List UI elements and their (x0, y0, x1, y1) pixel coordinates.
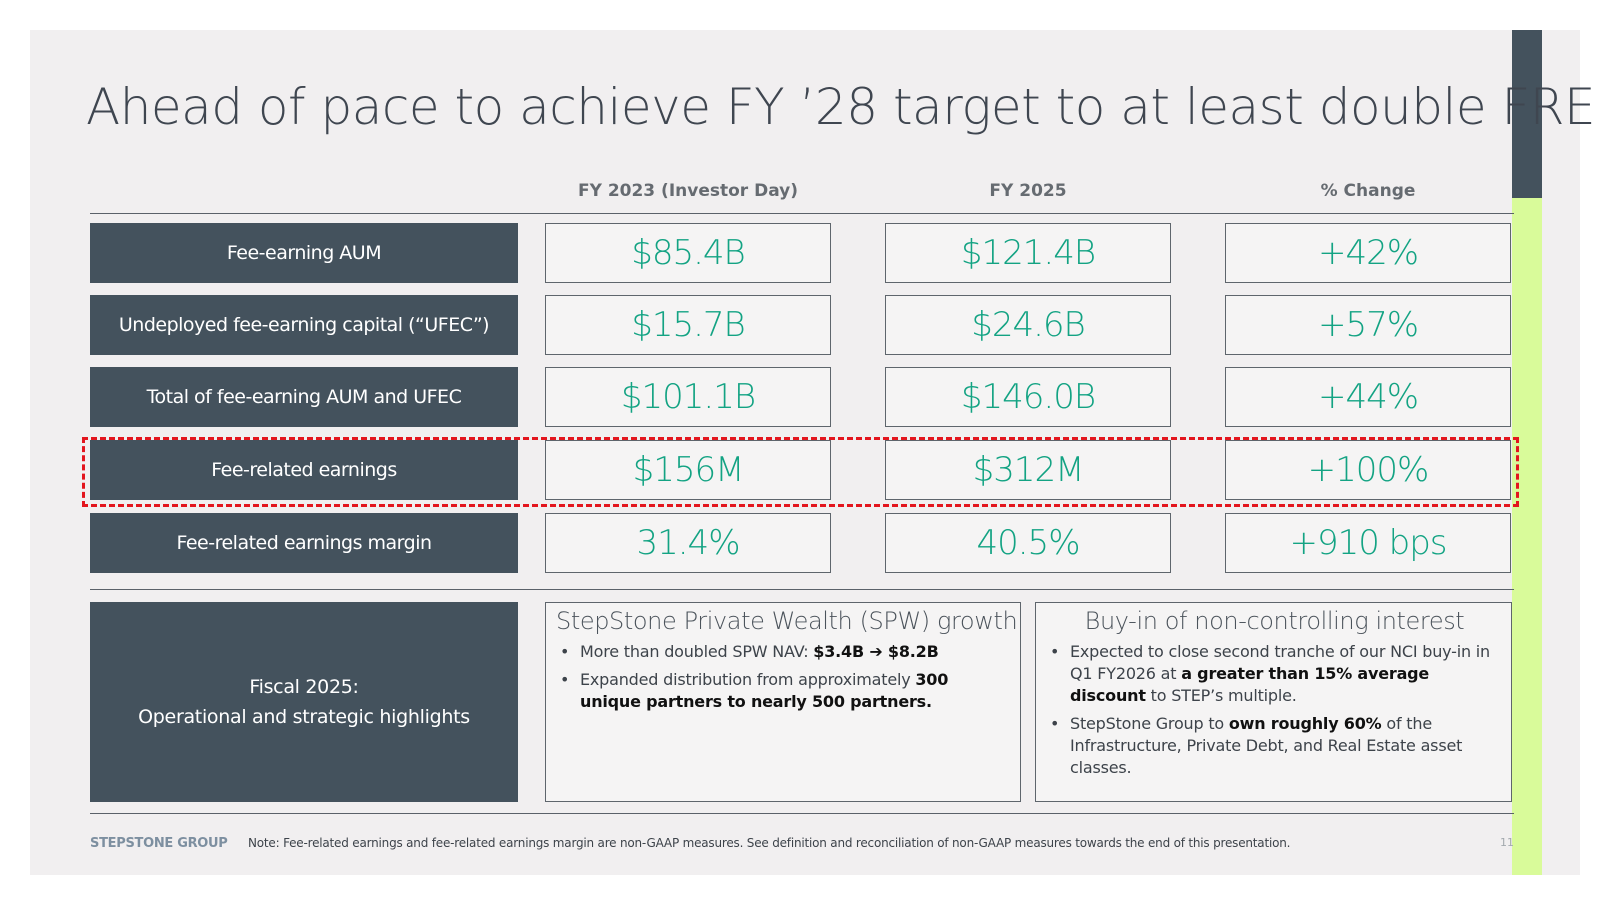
value-fre-change: +100% (1225, 440, 1511, 500)
spw-bullet-list: More than doubled SPW NAV: $3.4B ➔ $8.2B… (556, 641, 1012, 713)
value-fee-earning-aum-change: +42% (1225, 223, 1511, 283)
value-ufec-fy2025: $24.6B (885, 295, 1171, 355)
spw-growth-panel: StepStone Private Wealth (SPW) growth Mo… (545, 602, 1021, 802)
section-divider (90, 589, 1514, 590)
value-fre-margin-fy2025: 40.5% (885, 513, 1171, 573)
value-total-fy2025: $146.0B (885, 367, 1171, 427)
row-label-fee-related-earnings: Fee-related earnings (90, 440, 518, 500)
spw-bullet-distribution: Expanded distribution from approximately… (556, 669, 1012, 713)
nci-bullet-list: Expected to close second tranche of our … (1046, 641, 1503, 779)
value-fre-fy2023: $156M (545, 440, 831, 500)
accent-bar-dark (1512, 30, 1542, 198)
row-label-fre-margin: Fee-related earnings margin (90, 513, 518, 573)
fiscal-highlights-line2: Operational and strategic highlights (138, 706, 470, 728)
row-label-ufec: Undeployed fee-earning capital (“UFEC”) (90, 295, 518, 355)
row-label-total-aum-ufec: Total of fee-earning AUM and UFEC (90, 367, 518, 427)
footnote: Note: Fee-related earnings and fee-relat… (248, 836, 1291, 850)
slide-title: Ahead of pace to achieve FY ’28 target t… (86, 78, 1596, 136)
spw-bullet-nav: More than doubled SPW NAV: $3.4B ➔ $8.2B (556, 641, 1012, 663)
fiscal-highlights-line1: Fiscal 2025: (249, 676, 359, 698)
fre-highlight-box (82, 437, 1519, 507)
nci-buyin-panel: Buy-in of non-controlling interest Expec… (1035, 602, 1512, 802)
nci-panel-title: Buy-in of non-controlling interest (1084, 607, 1465, 635)
page-number: 11 (1500, 836, 1514, 849)
value-ufec-fy2023: $15.7B (545, 295, 831, 355)
footer-divider (90, 813, 1514, 814)
value-fee-earning-aum-fy2023: $85.4B (545, 223, 831, 283)
value-fee-earning-aum-fy2025: $121.4B (885, 223, 1171, 283)
brand-logo-text: STEPSTONE GROUP (90, 836, 228, 851)
accent-bar-lime (1512, 198, 1542, 875)
column-header-fy2023: FY 2023 (Investor Day) (577, 181, 799, 201)
column-header-change: % Change (1320, 181, 1416, 201)
nci-bullet-ownership: StepStone Group to own roughly 60% of th… (1046, 713, 1503, 779)
header-divider (90, 213, 1514, 214)
value-ufec-change: +57% (1225, 295, 1511, 355)
value-total-fy2023: $101.1B (545, 367, 831, 427)
spw-panel-title: StepStone Private Wealth (SPW) growth (556, 607, 1018, 635)
value-fre-margin-fy2023: 31.4% (545, 513, 831, 573)
column-header-fy2025: FY 2025 (989, 181, 1067, 201)
nci-bullet-tranche: Expected to close second tranche of our … (1046, 641, 1503, 707)
value-fre-fy2025: $312M (885, 440, 1171, 500)
row-label-fee-earning-aum: Fee-earning AUM (90, 223, 518, 283)
value-total-change: +44% (1225, 367, 1511, 427)
value-fre-margin-change: +910 bps (1225, 513, 1511, 573)
fiscal-highlights-label: Fiscal 2025: Operational and strategic h… (90, 602, 518, 802)
